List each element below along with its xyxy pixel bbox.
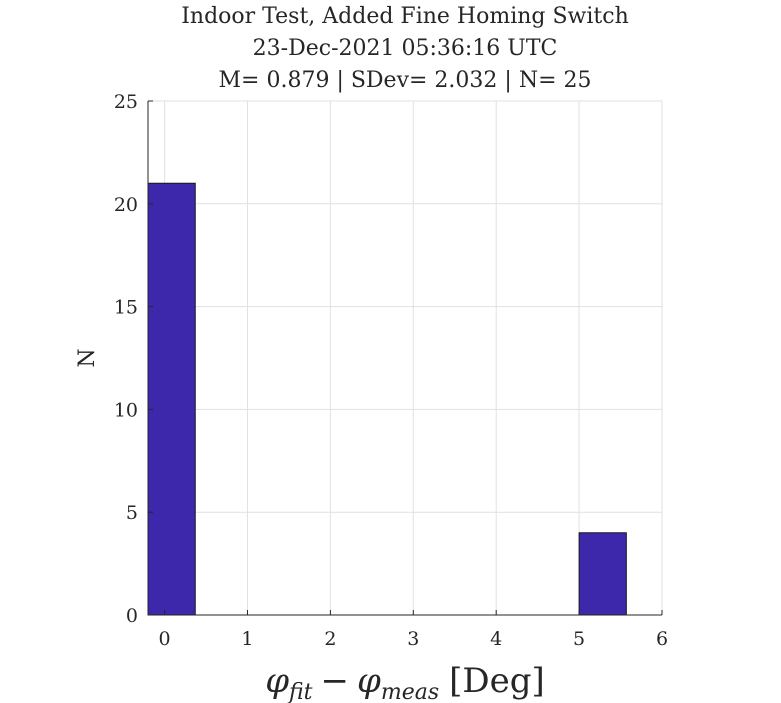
title-line-3: M= 0.879 | SDev= 2.032 | N= 25 (219, 68, 592, 93)
histogram-bars (147, 182, 627, 616)
y-tick-label: 0 (126, 605, 138, 627)
x-label-minus: − (321, 661, 350, 701)
x-label-sub-fit: fit (287, 680, 313, 703)
x-tick-label: 5 (573, 628, 585, 650)
x-tick-labels: 0 1 2 3 4 5 6 (159, 628, 669, 650)
x-tick-label: 2 (324, 628, 336, 650)
y-tick-labels: 0 5 10 15 20 25 (114, 91, 138, 627)
x-label-phi: φ (265, 661, 289, 701)
y-tick-label: 25 (114, 91, 138, 113)
plot-area (148, 101, 662, 615)
y-tick-label: 15 (114, 297, 138, 319)
x-label-unit: [Deg] (449, 661, 545, 701)
x-tick-label: 1 (241, 628, 253, 650)
title-line-1: Indoor Test, Added Fine Homing Switch (181, 4, 629, 29)
y-tick-label: 20 (114, 194, 138, 216)
y-tick-label: 5 (126, 502, 138, 524)
x-tick-label: 6 (656, 628, 668, 650)
x-label-phi-2: φ (357, 661, 381, 701)
histogram-bar (578, 532, 627, 616)
x-tick-label: 4 (490, 628, 502, 650)
x-tick-label: 3 (407, 628, 419, 650)
axes (147, 100, 663, 616)
x-label-sub-meas: meas (381, 680, 439, 703)
title-line-2: 23-Dec-2021 05:36:16 UTC (253, 36, 558, 61)
y-axis-label: N (75, 348, 100, 367)
y-tick-label: 10 (114, 399, 138, 421)
x-axis-label: φfit − φmeas [Deg] (265, 661, 545, 703)
x-tick-label: 0 (159, 628, 171, 650)
chart-title: Indoor Test, Added Fine Homing Switch 23… (181, 4, 629, 93)
histogram-bar (147, 182, 196, 616)
